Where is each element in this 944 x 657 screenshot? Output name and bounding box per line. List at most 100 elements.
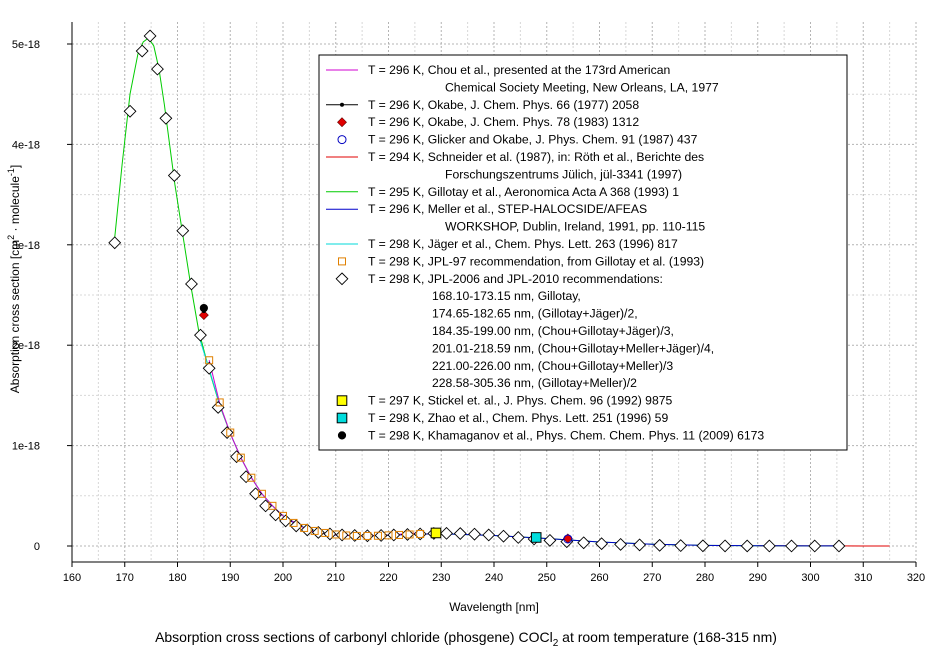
data-point-jpl2006: [230, 450, 244, 464]
data-point-jpl97: [300, 523, 309, 532]
y-tick-label: 3e-18: [12, 240, 40, 252]
data-point-jpl2006: [808, 539, 822, 553]
legend-label: T = 298 K, Jäger et al., Chem. Phys. Let…: [368, 237, 678, 251]
legend-symbol-marker: [337, 431, 347, 440]
legend-label: 201.01-218.59 nm, (Chou+Gillotay+Meller+…: [432, 341, 714, 355]
x-tick-label: 230: [432, 572, 450, 584]
x-tick-label: 160: [63, 572, 81, 584]
x-tick-label: 260: [590, 572, 608, 584]
axes: 160 170 180 190 200 210 220 230 240 250 260 270 280 2…: [12, 22, 925, 584]
data-point-jpl2006: [185, 277, 198, 291]
x-tick-label: 240: [485, 572, 503, 584]
data-point-jpl97: [205, 356, 214, 365]
legend-label: T = 298 K, Zhao et al., Chem. Phys. Lett…: [368, 411, 668, 425]
legend-label: T = 296 K, Okabe, J. Chem. Phys. 78 (198…: [368, 115, 639, 129]
x-tick-label: 300: [801, 572, 819, 584]
data-point-jpl2006: [194, 328, 207, 342]
data-point-jpl2006: [239, 470, 253, 484]
data-point-jpl2006: [674, 539, 688, 553]
series-zhao: [530, 532, 542, 543]
y-axis-title: Absorption cross section [cm2 · molecule…: [6, 165, 22, 393]
data-point-jpl2006: [167, 169, 181, 182]
legend-label: T = 295 K, Gillotay et al., Aeronomica A…: [368, 185, 679, 199]
x-tick-label: 170: [116, 572, 134, 584]
data-point-jpl2006: [595, 537, 609, 551]
data-point-jpl97: [310, 526, 319, 535]
legend-entry-jpl97: T = 298 K, JPL-97 recommendation, from G…: [338, 254, 704, 268]
data-point-jpl2006: [468, 527, 481, 541]
legend-symbol-marker: [337, 135, 347, 145]
axis-titles: Wavelength [nm] Absorption cross section …: [6, 165, 777, 649]
x-tick-label: 290: [749, 572, 767, 584]
y-tick-label: 5e-18: [12, 39, 40, 51]
figure-caption: Absorption cross sections of carbonyl ch…: [155, 629, 777, 649]
legend-symbol-marker: [335, 272, 349, 286]
data-point-jpl2006: [762, 539, 776, 553]
data-point-jpl2006: [633, 538, 647, 552]
x-tick-label: 200: [274, 572, 292, 584]
x-tick-label: 310: [854, 572, 872, 584]
data-point-jpl97: [268, 501, 277, 510]
data-point-jpl97: [416, 529, 425, 538]
data-point-jpl2006: [401, 528, 414, 541]
data-point-jpl2006: [577, 536, 591, 550]
legend-label: T = 298 K, JPL-97 recommendation, from G…: [368, 254, 704, 268]
data-point-jpl2006: [348, 529, 362, 542]
series-stickel: [430, 527, 442, 539]
data-point-jpl97: [331, 530, 340, 539]
data-point-glicker: [563, 534, 573, 544]
y-tick-label: 2e-18: [12, 340, 40, 352]
data-point-jpl2006: [696, 539, 710, 553]
legend-label: 174.65-182.65 nm, (Gillotay+Jäger)/2,: [432, 307, 638, 321]
legend-entry-okabe77: T = 296 K, Okabe, J. Chem. Phys. 66 (197…: [326, 98, 639, 112]
legend-label: WORKSHOP, Dublin, Ireland, 1991, pp. 110…: [445, 220, 705, 234]
data-point-jpl2006: [176, 224, 190, 238]
legend-label: 221.00-226.00 nm, (Chou+Gillotay+Meller)…: [432, 359, 673, 373]
series-layer: [108, 29, 890, 553]
data-point-jpl97: [289, 518, 298, 527]
data-point-khamaganov: [199, 303, 208, 313]
series-jpl97: [205, 356, 425, 540]
data-point-jpl2006: [718, 539, 732, 553]
series-khamaganov: [199, 303, 208, 313]
legend-label: T = 294 K, Schneider et al. (1987), in: …: [368, 150, 704, 164]
data-point-jpl2006: [440, 526, 453, 540]
legend-label: 228.58-305.36 nm, (Gillotay+Meller)/2: [432, 376, 637, 390]
data-point-jpl2006: [614, 537, 628, 551]
data-point-jpl97: [395, 530, 404, 539]
legend-entry-meller: T = 296 K, Meller et al., STEP-HALOCSIDE…: [326, 202, 705, 234]
data-point-zhao: [530, 532, 542, 543]
data-point-jpl2006: [511, 531, 525, 544]
legend-label: 168.10-173.15 nm, Gillotay,: [432, 289, 581, 303]
x-tick-label: 210: [327, 572, 345, 584]
data-point-jpl2006: [453, 527, 467, 540]
legend-label: T = 298 K, JPL-2006 and JPL-2010 recomme…: [368, 272, 663, 286]
legend-label: T = 297 K, Stickel et. al., J. Phys. Che…: [368, 394, 673, 408]
data-point-jpl97: [236, 453, 245, 462]
data-point-jpl97: [373, 531, 382, 540]
data-point-jpl97: [257, 489, 266, 498]
data-point-jpl2006: [653, 538, 667, 552]
legend-label: T = 296 K, Chou et al., presented at the…: [368, 63, 670, 77]
x-tick-label: 250: [538, 572, 556, 584]
legend-label: Chemical Society Meeting, New Orleans, L…: [445, 80, 719, 94]
legend-label: 184.35-199.00 nm, (Chou+Gillotay+Jäger)/…: [432, 324, 674, 338]
x-tick-label: 220: [379, 572, 397, 584]
legend-symbol-marker: [336, 395, 348, 406]
legend-entry-jager: T = 298 K, Jäger et al., Chem. Phys. Let…: [326, 237, 678, 251]
legend-label: T = 296 K, Okabe, J. Chem. Phys. 66 (197…: [368, 98, 639, 112]
data-point-jpl97: [405, 530, 414, 539]
data-point-jpl97: [384, 531, 393, 540]
data-point-jpl2006: [108, 236, 122, 250]
data-point-jpl2006: [740, 539, 754, 553]
data-point-jpl2006: [143, 29, 157, 43]
x-tick-label: 280: [696, 572, 714, 584]
legend-entry-okabe83: T = 296 K, Okabe, J. Chem. Phys. 78 (198…: [337, 115, 639, 129]
legend-entry-glicker: T = 296 K, Glicker and Okabe, J. Phys. C…: [337, 133, 698, 147]
data-point-jpl2006: [202, 361, 216, 375]
data-point-okabe83: [198, 310, 209, 321]
legend-symbol-marker: [337, 117, 347, 128]
legend-entry-stickel: T = 297 K, Stickel et. al., J. Phys. Che…: [336, 394, 673, 408]
data-point-jpl97: [352, 531, 361, 540]
x-tick-label: 320: [907, 572, 925, 584]
